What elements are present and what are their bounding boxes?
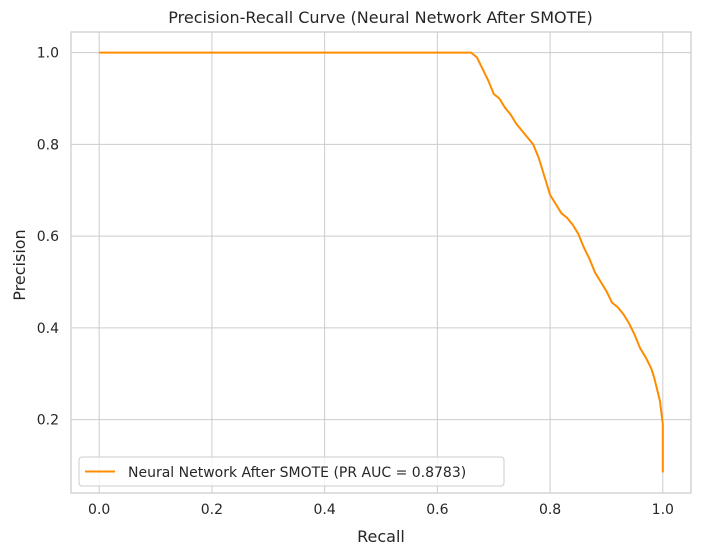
tick-labels: 0.0 0.2 0.4 0.6 0.8 1.0 0.2 0.4 0.6 0.8 1.0	[37, 46, 674, 518]
y-tick-label: 1.0	[37, 46, 59, 62]
legend: Neural Network After SMOTE (PR AUC = 0.8…	[78, 456, 505, 487]
legend-entry-label: Neural Network After SMOTE (PR AUC = 0.8…	[128, 465, 466, 481]
legend-frame	[78, 456, 505, 487]
series-layer	[99, 51, 664, 473]
chart-title: Precision-Recall Curve (Neural Network A…	[168, 8, 592, 27]
x-tick-label: 0.4	[314, 502, 336, 518]
y-tick-label: 0.6	[37, 229, 59, 245]
x-tick-label: 1.0	[652, 502, 674, 518]
x-tick-label: 0.2	[201, 502, 223, 518]
y-axis-label: Precision	[10, 229, 29, 300]
pr-curve-line	[99, 51, 664, 473]
x-tick-label: 0.6	[426, 502, 448, 518]
x-tick-label: 0.8	[539, 502, 561, 518]
plot-frame	[70, 31, 692, 494]
x-tick-label: 0.0	[88, 502, 110, 518]
x-axis-label: Recall	[357, 527, 405, 546]
plot-area	[71, 32, 691, 493]
y-tick-label: 0.2	[37, 413, 59, 429]
y-tick-label: 0.8	[37, 137, 59, 153]
y-tick-label: 0.4	[37, 321, 59, 337]
